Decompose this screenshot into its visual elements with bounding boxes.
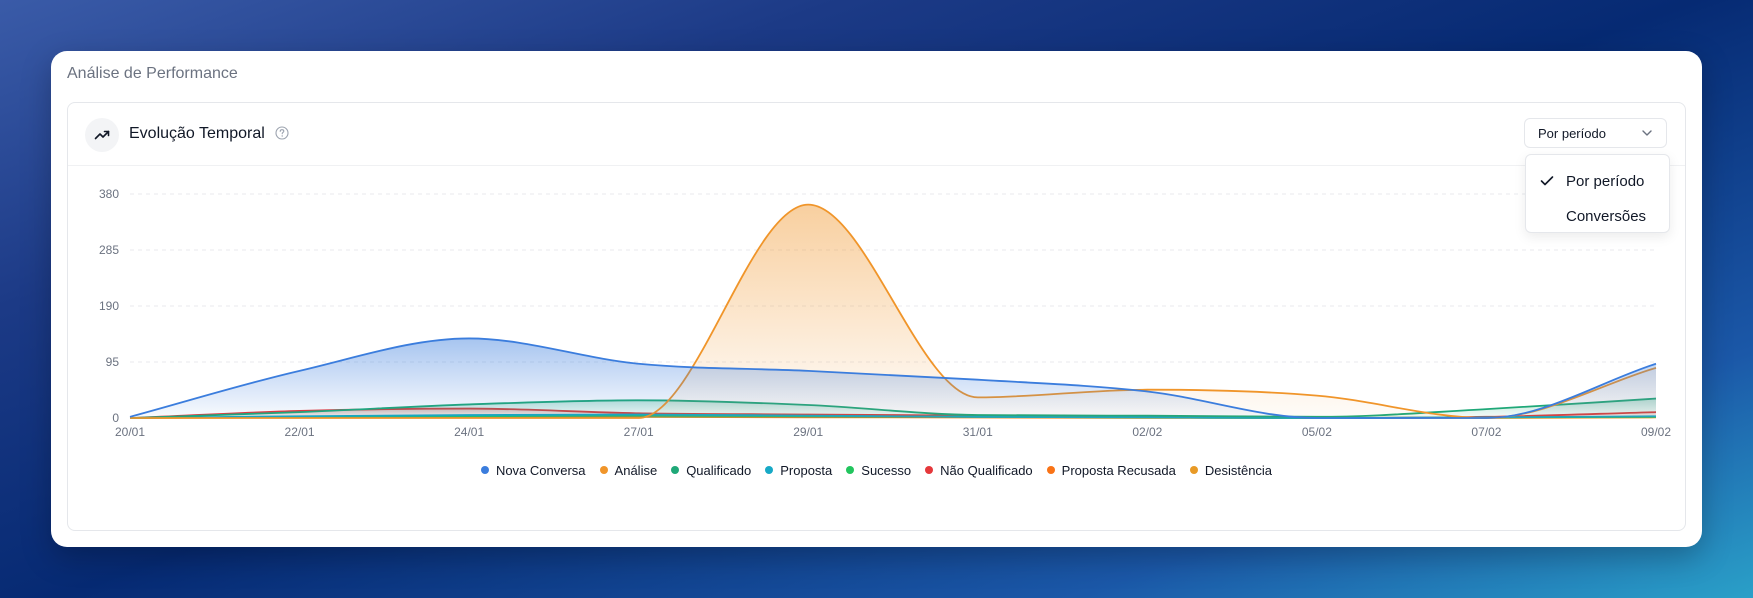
period-select-value: Por período — [1538, 126, 1606, 141]
legend-dot — [599, 466, 608, 474]
series-area-analise — [130, 204, 1656, 418]
x-tick-label: 22/01 — [285, 425, 315, 439]
performance-card: Análise de Performance Evolução Temporal… — [51, 51, 1702, 547]
series-line-nova-conversa — [129, 337, 1657, 419]
dropdown-option-label: Conversões — [1566, 208, 1647, 225]
y-tick-label: 285 — [99, 243, 119, 257]
series-area-nova-conversa — [130, 338, 1656, 418]
y-tick-label: 190 — [99, 299, 119, 313]
legend-label: Proposta Recusada — [1061, 462, 1176, 478]
legend-item[interactable]: Proposta Recusada — [1046, 462, 1176, 478]
panel-header: Evolução Temporal Por período — [68, 103, 1685, 166]
dropdown-option-conversoes[interactable]: Conversões — [1526, 201, 1669, 231]
legend-label: Não Qualificado — [940, 462, 1033, 478]
legend-dot — [846, 466, 855, 474]
legend-item[interactable]: Desistência — [1189, 462, 1273, 478]
help-circle-icon[interactable] — [275, 126, 289, 140]
x-tick-label: 05/02 — [1302, 425, 1332, 439]
x-tick-label: 29/01 — [793, 425, 823, 439]
legend-item[interactable]: Qualificado — [671, 463, 751, 478]
y-tick-label: 95 — [106, 355, 120, 369]
x-tick-label: 02/02 — [1132, 425, 1162, 439]
card-title: Análise de Performance — [67, 65, 238, 82]
legend-label: Qualificado — [686, 462, 752, 478]
legend-label: Nova Conversa — [495, 462, 586, 478]
dropdown-option-por-periodo[interactable]: Por período — [1526, 166, 1669, 196]
legend-item[interactable]: Não Qualificado — [925, 463, 1033, 478]
x-tick-label: 07/02 — [1471, 425, 1501, 439]
x-tick-label: 09/02 — [1641, 425, 1671, 439]
legend-dot — [765, 466, 774, 474]
x-tick-label: 20/01 — [115, 425, 145, 439]
legend-dot — [480, 466, 489, 474]
legend-label: Desistência — [1204, 462, 1273, 478]
legend-dot — [1189, 466, 1198, 474]
legend-label: Sucesso — [861, 462, 912, 478]
period-dropdown-menu: Por período Conversões — [1525, 154, 1670, 233]
x-tick-label: 31/01 — [963, 425, 993, 439]
trending-up-icon — [85, 118, 119, 152]
legend-dot — [925, 466, 934, 474]
legend-item[interactable]: Nova Conversa — [480, 462, 586, 478]
chart-legend: Nova Conversa Análise Qualificado Proposta S… — [0, 462, 1753, 478]
temporal-evolution-panel: Evolução Temporal Por período — [67, 102, 1686, 531]
legend-item[interactable]: Proposta — [765, 463, 832, 478]
legend-label: Proposta — [780, 462, 833, 478]
x-tick-label: 27/01 — [624, 425, 654, 439]
legend-item[interactable]: Análise — [599, 462, 658, 478]
panel-title: Evolução Temporal — [129, 125, 265, 142]
legend-label: Análise — [614, 462, 658, 478]
chevron-down-icon — [1642, 130, 1652, 136]
period-select[interactable]: Por período — [1524, 118, 1667, 148]
check-icon — [1540, 176, 1554, 186]
legend-dot — [1046, 466, 1055, 474]
dropdown-option-label: Por período — [1566, 173, 1645, 190]
y-tick-label: 380 — [99, 187, 119, 201]
legend-dot — [671, 466, 680, 474]
x-tick-label: 24/01 — [454, 425, 484, 439]
y-tick-label: 0 — [112, 411, 119, 425]
legend-item[interactable]: Sucesso — [846, 463, 911, 478]
